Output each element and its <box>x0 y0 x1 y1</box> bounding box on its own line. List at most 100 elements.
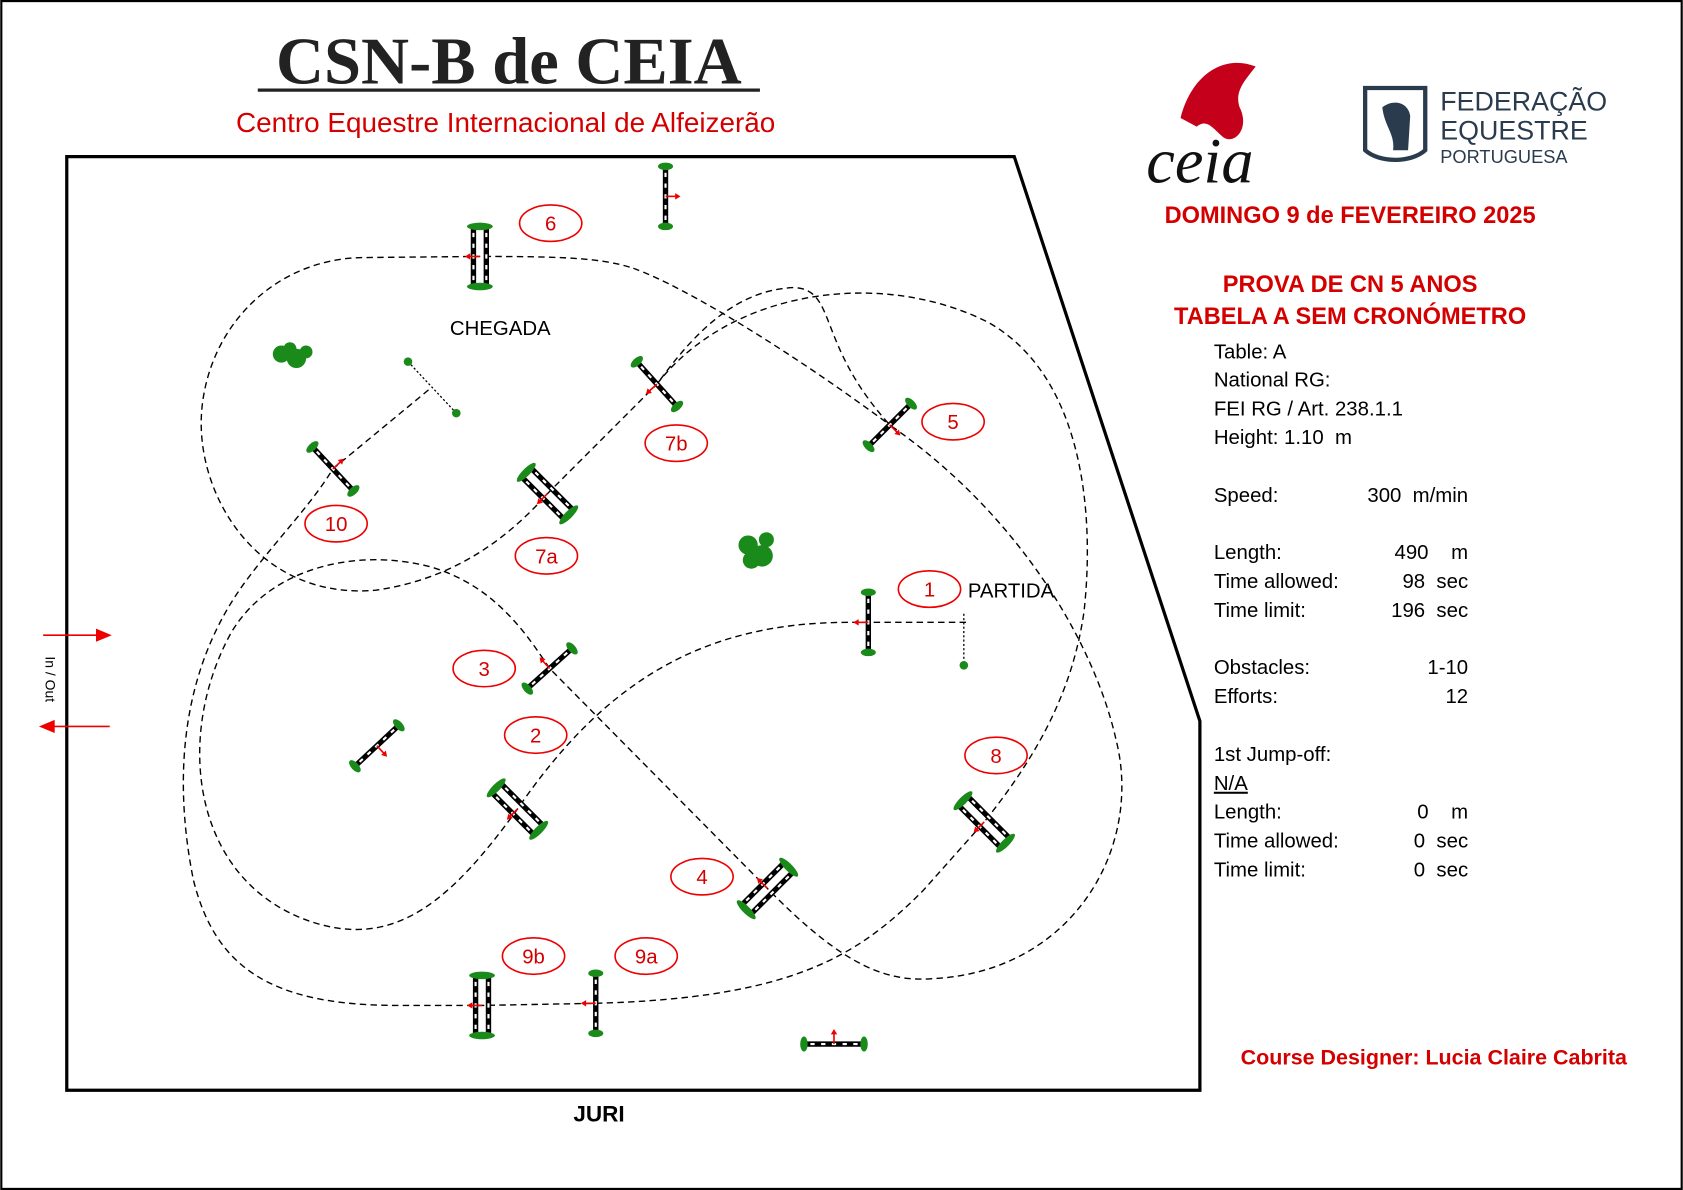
info-label: Length: <box>1214 542 1282 564</box>
obstacle-number: 7b <box>665 434 688 456</box>
horse-logo <box>1180 62 1256 140</box>
fence-arrow-head <box>580 1000 587 1007</box>
obstacle-badge <box>897 570 962 609</box>
info-value: 490 m <box>1395 542 1469 564</box>
fence-arrow-head <box>381 750 388 757</box>
obstacle-badge <box>644 424 709 463</box>
jury-label: JURI <box>573 1101 624 1126</box>
fence-wing <box>469 971 495 980</box>
info-value: 1-10 <box>1427 657 1468 679</box>
competition: PROVA DE CN 5 ANOS <box>1223 272 1478 298</box>
obstacle-badge <box>503 715 568 755</box>
fence <box>953 791 1015 853</box>
title: CSN-B de CEIA <box>276 26 742 99</box>
obstacle-number: 9a <box>635 947 658 969</box>
fence-arrow-head <box>467 1002 473 1009</box>
obstacle-badge <box>518 204 583 243</box>
fence-arrow-head <box>853 619 859 626</box>
fence-wing <box>800 1036 808 1052</box>
obstacle-number: 2 <box>530 726 541 748</box>
fence-arrow-head <box>464 253 471 260</box>
jump-off-status: N/A <box>1214 773 1248 795</box>
info-line: National RG: <box>1214 369 1331 391</box>
fence-wing <box>529 820 549 840</box>
fence <box>630 356 684 413</box>
obstacle-badge <box>514 536 579 575</box>
finish-line <box>407 361 457 414</box>
info-label: Time limit: <box>1214 860 1306 882</box>
fep-horse <box>1382 102 1411 151</box>
obstacle-number: 9b <box>522 947 545 969</box>
fence-wing <box>347 485 360 497</box>
fence-wing <box>306 441 319 453</box>
obstacle-number: 10 <box>325 514 348 536</box>
info-label: Efforts: <box>1214 686 1278 708</box>
designer: Course Designer: Lucia Claire Cabrita <box>1241 1045 1628 1069</box>
fence <box>349 719 405 773</box>
fence <box>862 397 917 453</box>
fence-wing <box>521 682 534 695</box>
obstacle-badge <box>304 504 369 543</box>
fence-arrow-head <box>539 657 546 664</box>
info-line: Height: 1.10 m <box>1214 427 1352 449</box>
fence <box>853 588 876 657</box>
obstacle-badge <box>501 937 566 976</box>
info-label: Time allowed: <box>1214 831 1339 853</box>
fence-wing <box>630 356 643 368</box>
info-value: 196 sec <box>1391 600 1468 622</box>
info-label: Time limit: <box>1214 600 1306 622</box>
obstacle-number: 4 <box>696 867 707 889</box>
fence <box>486 778 549 840</box>
fence-wing <box>953 791 973 811</box>
fence-arrow-head <box>973 826 980 833</box>
finish-marker <box>451 408 461 418</box>
fence-wing <box>860 648 876 657</box>
fence-wing <box>467 222 493 231</box>
fence-wing <box>516 462 536 482</box>
info-label: Speed: <box>1214 485 1279 507</box>
fence <box>467 971 495 1040</box>
route <box>182 255 1123 1007</box>
obstacle-badge <box>452 649 517 688</box>
fence-wing <box>736 900 756 920</box>
ceia-logo-text: ceia <box>1146 125 1253 196</box>
fence <box>516 462 579 525</box>
fence <box>736 857 799 920</box>
info-value: 12 <box>1445 686 1468 708</box>
fep-text: EQUESTRE <box>1440 115 1588 145</box>
fence-wing <box>588 969 604 978</box>
arena-border <box>65 155 1202 1092</box>
competition: TABELA A SEM CRONÓMETRO <box>1174 302 1526 330</box>
fence-arrow-head <box>645 388 652 395</box>
fence-rail-stripe <box>504 787 540 822</box>
info-line: FEI RG / Art. 238.1.1 <box>1214 398 1403 420</box>
obstacle-badge <box>614 937 679 976</box>
fence-rail-stripe <box>640 365 674 403</box>
fence-wing <box>588 1029 604 1038</box>
fence <box>800 1029 868 1052</box>
obstacle-number: 7a <box>535 546 558 568</box>
obstacle-number: 8 <box>990 746 1001 768</box>
fence-arrow-head <box>337 458 344 465</box>
finish-marker <box>403 357 413 366</box>
obstacle-badge <box>964 736 1028 775</box>
date: DOMINGO 9 de FEVEREIRO 2025 <box>1165 203 1536 229</box>
fence-arrow-head <box>506 813 513 820</box>
fence <box>580 969 604 1038</box>
fence-arrow-head <box>894 429 901 436</box>
jump-off-title: 1st Jump-off: <box>1214 744 1331 766</box>
fence <box>521 642 578 695</box>
fence-wing <box>566 642 578 655</box>
fence-arrow-head <box>830 1029 838 1035</box>
fence-rail-stripe <box>534 471 570 507</box>
fence-wing <box>860 1036 868 1052</box>
entrance-label: In / Out <box>42 656 58 702</box>
fence-wing <box>658 222 674 231</box>
fence-rail-stripe <box>754 875 790 911</box>
fence-wing <box>349 760 361 773</box>
info-value: 0 sec <box>1414 831 1468 853</box>
entrance-arrows <box>38 628 112 734</box>
info-label: Obstacles: <box>1214 657 1310 679</box>
